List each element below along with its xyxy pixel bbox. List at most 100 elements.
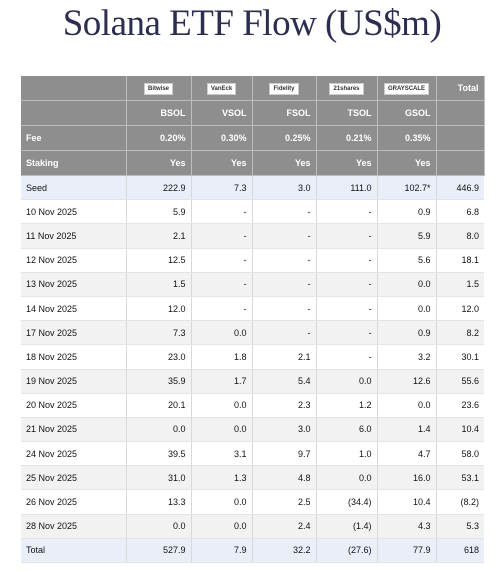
flow-value: 4.7 xyxy=(377,441,437,467)
fee-value: 0.20% xyxy=(126,125,192,151)
logo-cell: VanEck xyxy=(191,76,253,101)
flow-value: 3.0 xyxy=(252,417,317,443)
fund-logo: Bitwise xyxy=(143,82,173,95)
flow-value: 1.3 xyxy=(191,465,253,491)
data-row: Seed 222.9 7.3 3.0 111.0 102.7* 446.9 xyxy=(21,175,484,201)
flow-value: 5.4 xyxy=(252,369,317,394)
flow-value: 7.3 xyxy=(191,175,253,201)
fee-value: 0.21% xyxy=(316,125,378,151)
flow-value: 0.0 xyxy=(191,320,253,346)
staking-row: Staking Yes Yes Yes Yes Yes xyxy=(21,150,485,176)
flow-value: - xyxy=(191,199,253,225)
flow-value: 1.5 xyxy=(436,272,484,297)
logo-cell: Bitwise xyxy=(126,76,192,101)
flow-value: - xyxy=(252,272,317,297)
data-row: 28 Nov 2025 0.0 0.0 2.4 (1.4) 4.3 5.3 xyxy=(21,514,484,539)
flow-value: 58.0 xyxy=(436,441,484,467)
staking-value: Yes xyxy=(252,150,317,176)
flow-value: 222.9 xyxy=(126,175,192,201)
staking-value: Yes xyxy=(191,150,253,176)
data-row: 21 Nov 2025 0.0 0.0 3.0 6.0 1.4 10.4 xyxy=(21,417,484,443)
row-label: 11 Nov 2025 xyxy=(21,223,127,249)
ticker: FSOL xyxy=(252,100,317,126)
ticker: GSOL xyxy=(377,100,437,126)
flow-value: 5.9 xyxy=(126,199,192,225)
flow-value: 5.6 xyxy=(377,248,437,273)
flow-value: - xyxy=(252,320,317,346)
flow-value: 0.0 xyxy=(191,514,253,539)
fee-value: 0.30% xyxy=(191,125,253,151)
row-label: 28 Nov 2025 xyxy=(21,514,127,539)
flow-value: - xyxy=(316,199,378,225)
row-label: 18 Nov 2025 xyxy=(21,344,127,370)
flow-value: 2.5 xyxy=(252,489,317,515)
flow-value: 4.8 xyxy=(252,465,317,491)
etf-flow-table: Bitwise VanEck Fidelity 21shares GRAYSCALE To… xyxy=(21,76,485,564)
flow-value: - xyxy=(316,248,378,273)
data-row: 24 Nov 2025 39.5 3.1 9.7 1.0 4.7 58.0 xyxy=(21,441,484,467)
flow-value: 0.0 xyxy=(377,272,437,297)
row-label: 12 Nov 2025 xyxy=(21,248,127,273)
flow-value: 10.4 xyxy=(436,417,484,443)
flow-value: 8.0 xyxy=(436,223,484,249)
flow-value: 1.2 xyxy=(316,393,378,418)
flow-value: - xyxy=(316,296,378,322)
flow-value: - xyxy=(316,223,378,249)
flow-value: 3.1 xyxy=(191,441,253,467)
flow-value: 30.1 xyxy=(436,344,484,370)
fund-logo: Fidelity xyxy=(269,82,299,95)
flow-value: 0.0 xyxy=(377,393,437,418)
header-cell xyxy=(436,100,485,126)
header-row: BSOL VSOL FSOL TSOL GSOL xyxy=(21,100,485,126)
logo-cell: GRAYSCALE xyxy=(377,76,437,101)
row-label: 24 Nov 2025 xyxy=(21,441,127,467)
fund-logo: GRAYSCALE xyxy=(383,82,430,95)
data-row: 14 Nov 2025 12.0- - -0.0 12.0 xyxy=(21,296,484,322)
staking-value: Yes xyxy=(377,150,437,176)
flow-value: 527.9 xyxy=(126,538,192,564)
row-label: Seed xyxy=(21,175,127,201)
flow-value: - xyxy=(191,223,253,249)
header-cell xyxy=(436,150,485,176)
flow-value: 102.7* xyxy=(377,175,437,201)
header-cell xyxy=(436,125,485,151)
flow-value: 32.2 xyxy=(252,538,317,564)
fee-value: 0.35% xyxy=(377,125,437,151)
flow-value: 39.5 xyxy=(126,441,192,467)
flow-value: 2.4 xyxy=(252,514,317,539)
flow-value: 16.0 xyxy=(377,465,437,491)
fee-value: 0.25% xyxy=(252,125,317,151)
flow-value: 1.4 xyxy=(377,417,437,443)
flow-value: - xyxy=(316,344,378,370)
row-label: 19 Nov 2025 xyxy=(21,369,127,394)
flow-value: - xyxy=(191,272,253,297)
staking-value: Yes xyxy=(316,150,378,176)
flow-value: - xyxy=(252,296,317,322)
flow-value: 5.3 xyxy=(436,514,484,539)
flow-value: 9.7 xyxy=(252,441,317,467)
data-row: 18 Nov 2025 23.0 1.8 2.1-3.2 30.1 xyxy=(21,344,484,370)
flow-value: 0.0 xyxy=(191,393,253,418)
flow-value: 7.9 xyxy=(191,538,253,564)
row-label: 21 Nov 2025 xyxy=(21,417,127,443)
fund-logo: VanEck xyxy=(206,82,237,95)
flow-value: 111.0 xyxy=(316,175,378,201)
flow-value: 53.1 xyxy=(436,465,484,491)
staking-value: Yes xyxy=(126,150,192,176)
flow-value: 18.1 xyxy=(436,248,484,273)
ticker: BSOL xyxy=(126,100,192,126)
flow-value: 6.8 xyxy=(436,199,484,225)
logo-cell: 21shares xyxy=(316,76,378,101)
flow-value: 7.3 xyxy=(126,320,192,346)
flow-value: 0.0 xyxy=(126,417,192,443)
flow-value: 0.0 xyxy=(316,465,378,491)
flow-value: 0.0 xyxy=(126,514,192,539)
flow-value: 2.1 xyxy=(252,344,317,370)
flow-value: 12.0 xyxy=(126,296,192,322)
flow-value: - xyxy=(316,272,378,297)
data-row: 13 Nov 2025 1.5- - -0.0 1.5 xyxy=(21,272,484,297)
header-cell: Total xyxy=(436,76,485,101)
row-label: Fee xyxy=(21,125,127,151)
flow-value: 1.5 xyxy=(126,272,192,297)
row-label: Total xyxy=(21,538,127,564)
